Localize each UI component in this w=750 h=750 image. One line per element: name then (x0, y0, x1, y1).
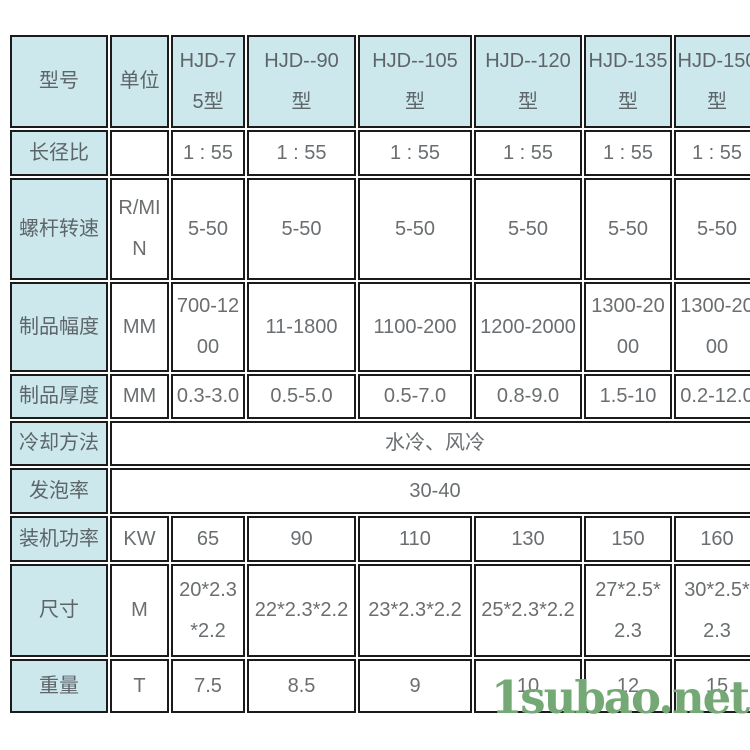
spec-cell: 5-50 (474, 178, 582, 280)
spec-cell: 700-12 00 (171, 282, 245, 372)
unit-cell: R/MI N (110, 178, 169, 280)
spec-cell: 0.2-12.0 (674, 374, 750, 419)
spec-cell: 5-50 (584, 178, 672, 280)
spec-cell: 5-50 (171, 178, 245, 280)
unit-cell: KW (110, 516, 169, 562)
row-aspect-ratio: 长径比 1 : 55 1 : 55 1 : 55 1 : 55 1 : 55 1… (10, 130, 750, 176)
header-model-hjd-135: HJD-135 型 (584, 35, 672, 128)
row-label-aspect-ratio: 长径比 (10, 130, 108, 176)
spec-cell: 1 : 55 (474, 130, 582, 176)
watermark-text: 1subao.net (490, 671, 750, 724)
row-product-width: 制品幅度 MM 700-12 00 11-1800 1100-200 1200-… (10, 282, 750, 372)
header-unit-label: 单位 (110, 35, 169, 128)
spec-cell: 0.8-9.0 (474, 374, 582, 419)
spec-cell: 12 (584, 659, 672, 713)
row-label-screw-speed: 螺杆转速 (10, 178, 108, 280)
spec-cell: 1200-2000 (474, 282, 582, 372)
row-label-dimensions: 尺寸 (10, 564, 108, 657)
spec-cell: 5-50 (674, 178, 750, 280)
header-model-hjd-75: HJD-7 5型 (171, 35, 245, 128)
spec-cell: 1 : 55 (247, 130, 356, 176)
row-label-cooling-method: 冷却方法 (10, 421, 108, 466)
row-dimensions: 尺寸 M 20*2.3 *2.2 22*2.3*2.2 23*2.3*2.2 2… (10, 564, 750, 657)
header-row: 型号 单位 HJD-7 5型 HJD--90 型 HJD--105 型 HJD-… (10, 35, 750, 128)
spec-cell: 1 : 55 (584, 130, 672, 176)
spec-cell: 10 (474, 659, 582, 713)
row-foaming-rate: 发泡率 30-40 (10, 468, 750, 514)
spec-cell: 1300-20 00 (584, 282, 672, 372)
spec-cell: 1100-200 (358, 282, 472, 372)
spec-cell: 30*2.5* 2.3 (674, 564, 750, 657)
spec-cell: 23*2.3*2.2 (358, 564, 472, 657)
spec-cell: 7.5 (171, 659, 245, 713)
row-weight: 重量 T 7.5 8.5 9 10 12 15 (10, 659, 750, 713)
spec-cell: 11-1800 (247, 282, 356, 372)
spec-cell: 160 (674, 516, 750, 562)
spec-cell: 0.5-5.0 (247, 374, 356, 419)
header-model-label: 型号 (10, 35, 108, 128)
spec-cell: 130 (474, 516, 582, 562)
spec-cell: 1 : 55 (171, 130, 245, 176)
spec-cell: 20*2.3 *2.2 (171, 564, 245, 657)
cooling-method-value: 水冷、风冷 (110, 421, 750, 466)
row-label-product-width: 制品幅度 (10, 282, 108, 372)
unit-cell: MM (110, 374, 169, 419)
row-label-product-thickness: 制品厚度 (10, 374, 108, 419)
header-model-hjd-105: HJD--105 型 (358, 35, 472, 128)
spec-cell: 1 : 55 (674, 130, 750, 176)
spec-cell: 9 (358, 659, 472, 713)
spec-cell: 65 (171, 516, 245, 562)
spec-cell: 25*2.3*2.2 (474, 564, 582, 657)
spec-cell: 27*2.5* 2.3 (584, 564, 672, 657)
spec-cell: 150 (584, 516, 672, 562)
spec-cell: 15 (674, 659, 750, 713)
unit-cell: M (110, 564, 169, 657)
row-installed-power: 装机功率 KW 65 90 110 130 150 160 (10, 516, 750, 562)
spec-cell: 5-50 (358, 178, 472, 280)
row-cooling-method: 冷却方法 水冷、风冷 (10, 421, 750, 466)
spec-cell: 1.5-10 (584, 374, 672, 419)
unit-cell: T (110, 659, 169, 713)
spec-cell: 1 : 55 (358, 130, 472, 176)
row-label-foaming-rate: 发泡率 (10, 468, 108, 514)
spec-table: 型号 单位 HJD-7 5型 HJD--90 型 HJD--105 型 HJD-… (8, 33, 750, 715)
spec-cell: 0.5-7.0 (358, 374, 472, 419)
spec-cell: 110 (358, 516, 472, 562)
spec-cell: 1300-20 00 (674, 282, 750, 372)
spec-cell: 5-50 (247, 178, 356, 280)
spec-cell: 0.3-3.0 (171, 374, 245, 419)
row-screw-speed: 螺杆转速 R/MI N 5-50 5-50 5-50 5-50 5-50 5-5… (10, 178, 750, 280)
header-model-hjd-150: HJD-150 型 (674, 35, 750, 128)
row-label-weight: 重量 (10, 659, 108, 713)
header-model-hjd-120: HJD--120 型 (474, 35, 582, 128)
spec-cell: 90 (247, 516, 356, 562)
header-model-hjd-90: HJD--90 型 (247, 35, 356, 128)
spec-cell: 22*2.3*2.2 (247, 564, 356, 657)
unit-cell (110, 130, 169, 176)
row-label-installed-power: 装机功率 (10, 516, 108, 562)
spec-cell: 8.5 (247, 659, 356, 713)
row-product-thickness: 制品厚度 MM 0.3-3.0 0.5-5.0 0.5-7.0 0.8-9.0 … (10, 374, 750, 419)
unit-cell: MM (110, 282, 169, 372)
foaming-rate-value: 30-40 (110, 468, 750, 514)
